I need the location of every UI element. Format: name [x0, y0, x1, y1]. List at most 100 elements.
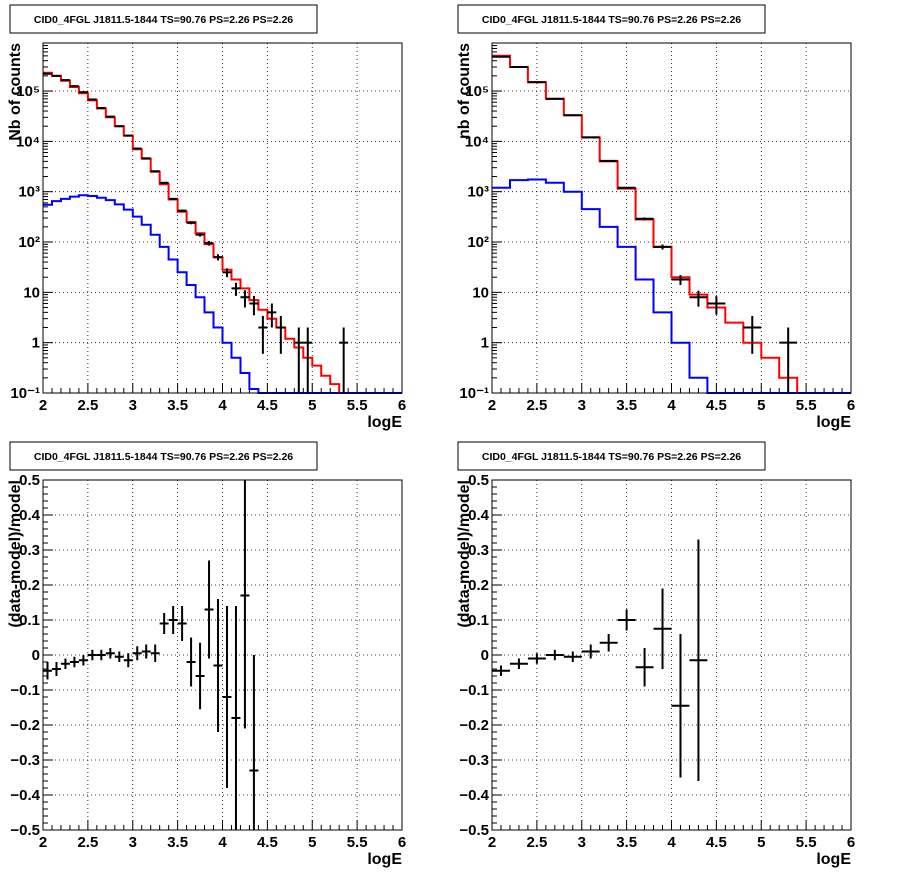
- chart-title: CID0_4FGL J1811.5-1844 TS=90.76 PS=2.26 …: [34, 451, 293, 463]
- y-tick-label: 10⁴: [465, 133, 489, 150]
- y-tick-label: −0.1: [459, 682, 489, 699]
- data-point: [78, 655, 88, 666]
- y-axis-label: (data-model)/model: [456, 480, 473, 628]
- y-tick-label: −0.2: [10, 717, 40, 734]
- data-point: [779, 327, 798, 393]
- x-tick-label: 5.5: [347, 834, 368, 851]
- data-point: [195, 232, 205, 237]
- x-tick-label: 4.5: [257, 834, 278, 851]
- y-tick-label: 0.4: [468, 507, 490, 524]
- y-tick-label: 0.4: [19, 507, 41, 524]
- x-tick-label: 3.5: [167, 397, 188, 414]
- y-tick-label: 10⁵: [16, 83, 40, 100]
- x-tick-label: 2: [488, 834, 496, 851]
- chart-title: CID0_4FGL J1811.5-1844 TS=90.76 PS=2.26 …: [482, 14, 741, 26]
- data-point: [671, 634, 690, 778]
- x-tick-label: 4: [218, 834, 227, 851]
- x-tick-label: 6: [398, 834, 406, 851]
- data-point: [240, 290, 250, 308]
- histogram-series-1: [43, 71, 402, 394]
- data-points: [492, 55, 798, 393]
- x-tick-label: 2.5: [77, 834, 98, 851]
- data-point: [267, 303, 277, 328]
- data-point: [509, 658, 528, 669]
- plot-frame: [42, 479, 403, 831]
- data-point: [492, 665, 510, 676]
- y-tick-label: 10⁴: [16, 133, 40, 150]
- x-axis-label: logE: [816, 851, 851, 868]
- x-tick-label: 2.5: [77, 397, 98, 414]
- plot-frame: [491, 42, 852, 394]
- x-tick-label: 3: [129, 397, 137, 414]
- data-point: [653, 588, 672, 669]
- data-point: [204, 240, 214, 246]
- plot-frame: [491, 479, 852, 831]
- panel-1: 2 2.5 3 3.5 4 4.5 5 5.5 6 10⁻¹ 1 10 10² 10³ 10⁴ 10⁵ logE…: [7, 4, 406, 431]
- data-point: [635, 648, 654, 687]
- x-tick-label: 2: [39, 834, 47, 851]
- data-point: [599, 159, 618, 162]
- title-box: [9, 441, 318, 471]
- data-point: [132, 147, 142, 150]
- x-axis-label: logE: [367, 414, 402, 431]
- data-point: [581, 136, 600, 139]
- y-axis-label: nb of counts: [456, 43, 473, 139]
- data-point: [168, 606, 178, 634]
- x-tick-label: 4: [218, 397, 227, 414]
- data-point: [43, 662, 52, 680]
- x-tick-label: 4.5: [706, 834, 727, 851]
- data-point: [303, 327, 313, 393]
- panel-2: 2 2.5 3 3.5 4 4.5 5 5.5 6 10⁻¹ 1 10 10² 10³ 10⁴ 10⁵ logE…: [456, 4, 855, 431]
- data-point: [87, 649, 97, 661]
- data-point: [141, 157, 151, 160]
- title-box: [457, 4, 766, 34]
- x-tick-label: 6: [398, 397, 406, 414]
- y-tick-label: 0: [481, 647, 489, 664]
- data-point: [177, 209, 187, 212]
- data-point: [689, 539, 708, 781]
- data-point: [213, 599, 223, 732]
- data-point: [707, 296, 726, 315]
- data-point: [653, 244, 672, 250]
- y-tick-label: −0.5: [459, 822, 489, 839]
- data-point: [617, 609, 636, 631]
- data-point: [231, 282, 241, 296]
- data-point: [159, 613, 169, 634]
- x-tick-label: 5.5: [796, 397, 817, 414]
- data-point: [123, 134, 133, 137]
- y-tick-label: −0.3: [459, 752, 489, 769]
- x-tick-label: 5.5: [796, 834, 817, 851]
- data-point: [563, 651, 582, 662]
- y-tick-label: 1: [32, 335, 40, 352]
- y-tick-label: 10²: [467, 234, 489, 251]
- x-tick-label: 3: [129, 834, 137, 851]
- y-tick-label: −0.4: [459, 787, 489, 804]
- data-point: [105, 648, 115, 659]
- data-point: [51, 662, 61, 676]
- y-tick-label: 0: [32, 647, 40, 664]
- data-point: [204, 560, 214, 659]
- data-point: [150, 644, 160, 662]
- y-tick-label: −0.4: [10, 787, 40, 804]
- y-tick-label: −0.3: [10, 752, 40, 769]
- data-point: [599, 634, 618, 652]
- panel-3: 2 2.5 3 3.5 4 4.5 5 5.5 6 −0.5 −0.4 −0.3 −0.2 −0.1 0 0.…: [7, 441, 406, 868]
- data-point: [339, 327, 349, 393]
- y-tick-label: 0.2: [19, 577, 40, 594]
- x-axis-label: logE: [367, 851, 402, 868]
- data-point: [123, 653, 133, 668]
- data-point: [132, 646, 142, 661]
- x-tick-label: 6: [847, 397, 855, 414]
- data-point: [527, 653, 546, 664]
- data-point: [294, 327, 304, 393]
- data-point: [617, 186, 636, 189]
- axis-ticks: [491, 479, 852, 831]
- y-tick-label: −0.5: [10, 822, 40, 839]
- x-tick-label: 5: [757, 397, 765, 414]
- x-tick-label: 5: [308, 397, 316, 414]
- data-point: [69, 656, 79, 668]
- data-point: [240, 480, 250, 729]
- data-point: [177, 606, 187, 641]
- data-point: [150, 170, 160, 173]
